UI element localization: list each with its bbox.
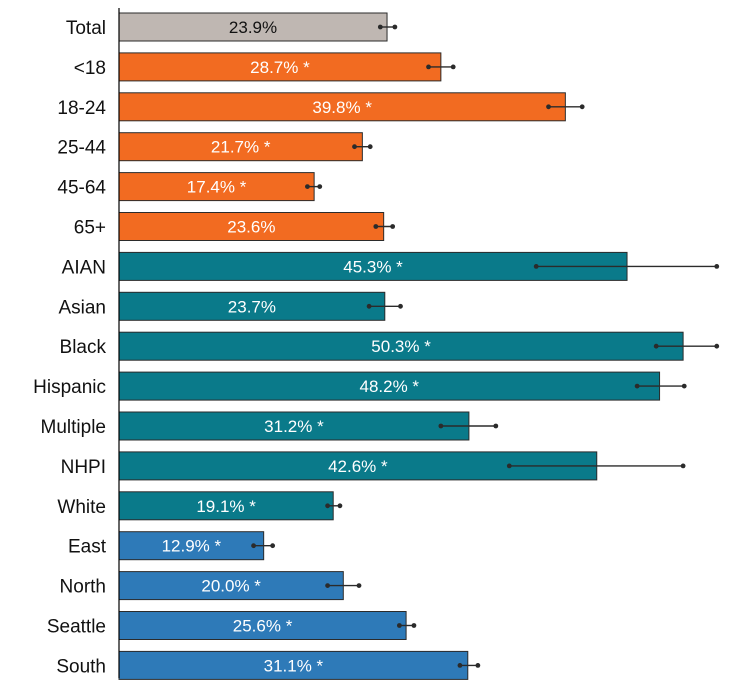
error-bar-cap-low [366, 303, 372, 309]
category-label: 25-44 [57, 138, 106, 159]
data-label: 48.2% * [360, 377, 420, 396]
data-label: 50.3% * [371, 337, 431, 356]
bar [118, 571, 344, 601]
data-label: 12.9% * [162, 537, 222, 556]
bar-group: East 12.9% * [68, 531, 276, 561]
error-bar-cap-high [579, 104, 585, 110]
data-label: 25.6% * [233, 617, 293, 636]
bar [118, 411, 470, 441]
bar-group: North 20.0% * [60, 571, 362, 601]
category-label: Asian [58, 297, 106, 318]
error-bar-cap-low [533, 264, 539, 269]
bar-group: NHPI 42.6% * [61, 451, 686, 481]
bar-group: 45-64 17.4% * [57, 172, 323, 202]
bar-group: White 19.1% * [57, 491, 343, 521]
data-label: 23.6% [227, 218, 275, 237]
bar [118, 371, 661, 401]
bar-group: 18-24 39.8% * [57, 92, 585, 122]
category-label: 18-24 [57, 98, 106, 119]
error-bar-cap-low [546, 104, 551, 110]
category-label: Multiple [41, 417, 106, 438]
data-label: 31.1% * [264, 656, 324, 675]
bar [118, 52, 442, 82]
error-bar-cap-high [398, 303, 403, 309]
bar [118, 331, 684, 361]
bar-group: South 31.1% * [56, 650, 481, 680]
category-label: NHPI [61, 457, 106, 478]
error-bar-cap-low [506, 463, 512, 469]
data-label: 45.3% * [343, 257, 403, 276]
category-label: Seattle [47, 617, 106, 638]
error-bar-cap-low [325, 503, 330, 509]
plot-area: Total 23.9% <18 28.7% * 18-24 39.8% * 25-44 21.… [33, 12, 720, 680]
error-bar-cap-high [714, 343, 720, 349]
error-bar-cap-high [475, 663, 481, 668]
data-label: 28.7% * [250, 58, 310, 77]
bar-group: Black 50.3% * [60, 331, 720, 361]
category-label: North [60, 577, 106, 598]
bar [118, 12, 388, 42]
error-bar-cap-high [356, 583, 362, 588]
data-label: 23.7% [228, 297, 276, 316]
category-label: 45-64 [57, 178, 106, 199]
error-bar-cap-low [438, 423, 444, 429]
bar [118, 132, 363, 162]
category-label: South [56, 656, 106, 677]
error-bar-cap-high [367, 144, 373, 150]
bar [118, 491, 334, 521]
data-label: 21.7% * [211, 138, 271, 157]
error-bar-cap-high [392, 24, 398, 30]
error-bar-cap-low [396, 623, 402, 628]
error-bar-cap-high [680, 463, 686, 469]
category-label: Black [60, 337, 107, 358]
data-label: 31.2% * [264, 417, 324, 436]
error-bar-cap-high [337, 503, 343, 509]
bar-group: Hispanic 48.2% * [33, 371, 687, 401]
bar-group: <18 28.7% * [74, 52, 456, 82]
error-bar-cap-low [457, 663, 463, 668]
bar-group: Multiple 31.2% * [41, 411, 499, 441]
error-bar-cap-low [377, 24, 383, 30]
category-label: <18 [74, 58, 106, 79]
data-label: 39.8% * [312, 98, 372, 117]
category-label: East [68, 537, 107, 558]
category-label: 65+ [74, 218, 106, 239]
error-bar-cap-high [270, 543, 276, 549]
error-bar-cap-low [251, 543, 256, 549]
data-label: 42.6% * [328, 457, 388, 476]
error-bar-cap-high [714, 264, 720, 269]
data-label: 17.4% * [187, 178, 247, 197]
error-bar-cap-low [426, 64, 431, 70]
bar-group: AIAN 45.3% * [62, 251, 720, 281]
category-label: White [57, 497, 106, 518]
bar-group: Seattle 25.6% * [47, 611, 417, 640]
data-label: 19.1% * [196, 497, 256, 516]
data-label: 20.0% * [201, 577, 261, 596]
bar-group: Asian 23.7% [58, 291, 403, 321]
error-bar-cap-low [634, 383, 640, 389]
error-bar-cap-high [411, 623, 417, 628]
error-bar-cap-low [325, 583, 330, 588]
error-bar-cap-high [681, 383, 687, 389]
error-bar-cap-low [653, 343, 659, 349]
bar-group: Total 23.9% [66, 12, 398, 42]
error-bar-cap-high [317, 184, 323, 190]
category-label: Total [66, 18, 106, 39]
category-label: Hispanic [33, 377, 106, 398]
bar-group: 65+ 23.6% [74, 212, 396, 241]
error-bar-cap-low [373, 224, 379, 229]
category-label: AIAN [62, 257, 106, 278]
data-label: 23.9% [229, 18, 277, 37]
error-bar-cap-low [352, 144, 357, 150]
bar-group: 25-44 21.7% * [57, 132, 373, 162]
error-bar-cap-high [390, 224, 396, 229]
error-bar-cap-low [305, 184, 310, 190]
error-bar-cap-high [450, 64, 456, 70]
error-bar-cap-high [493, 423, 499, 429]
